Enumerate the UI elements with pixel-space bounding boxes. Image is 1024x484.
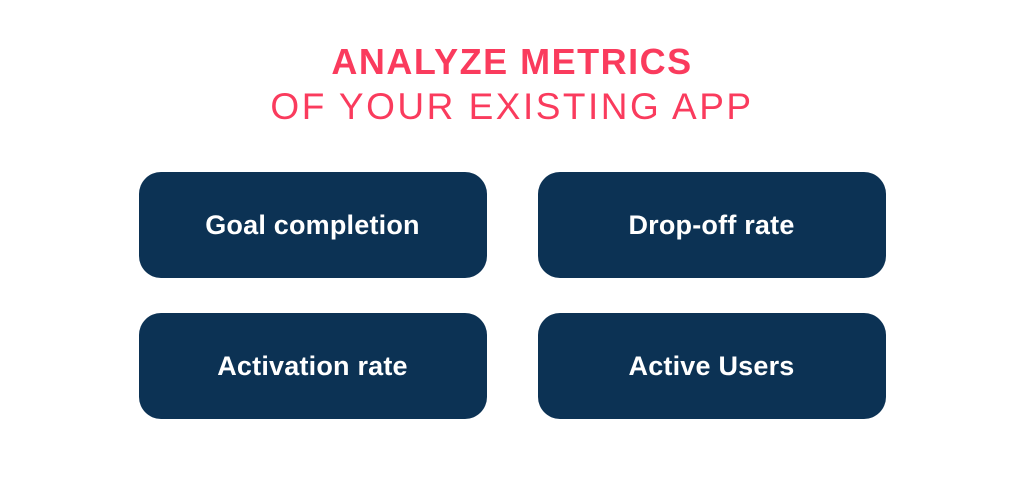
title-line-primary: ANALYZE METRICS [331,41,693,82]
metric-card-drop-off-rate: Drop-off rate [537,172,886,278]
metric-label: Activation rate [217,350,408,381]
page-title: ANALYZE METRICS OF YOUR EXISTING APP [0,40,1024,129]
metric-card-active-users: Active Users [537,313,886,419]
title-line-secondary: OF YOUR EXISTING APP [270,86,754,127]
metric-card-activation-rate: Activation rate [138,313,487,419]
metrics-grid: Goal completion Drop-off rate Activation… [0,172,1024,419]
metric-label: Active Users [628,350,795,381]
metric-label: Goal completion [205,209,420,240]
metric-card-goal-completion: Goal completion [138,172,487,278]
metric-label: Drop-off rate [628,209,795,240]
